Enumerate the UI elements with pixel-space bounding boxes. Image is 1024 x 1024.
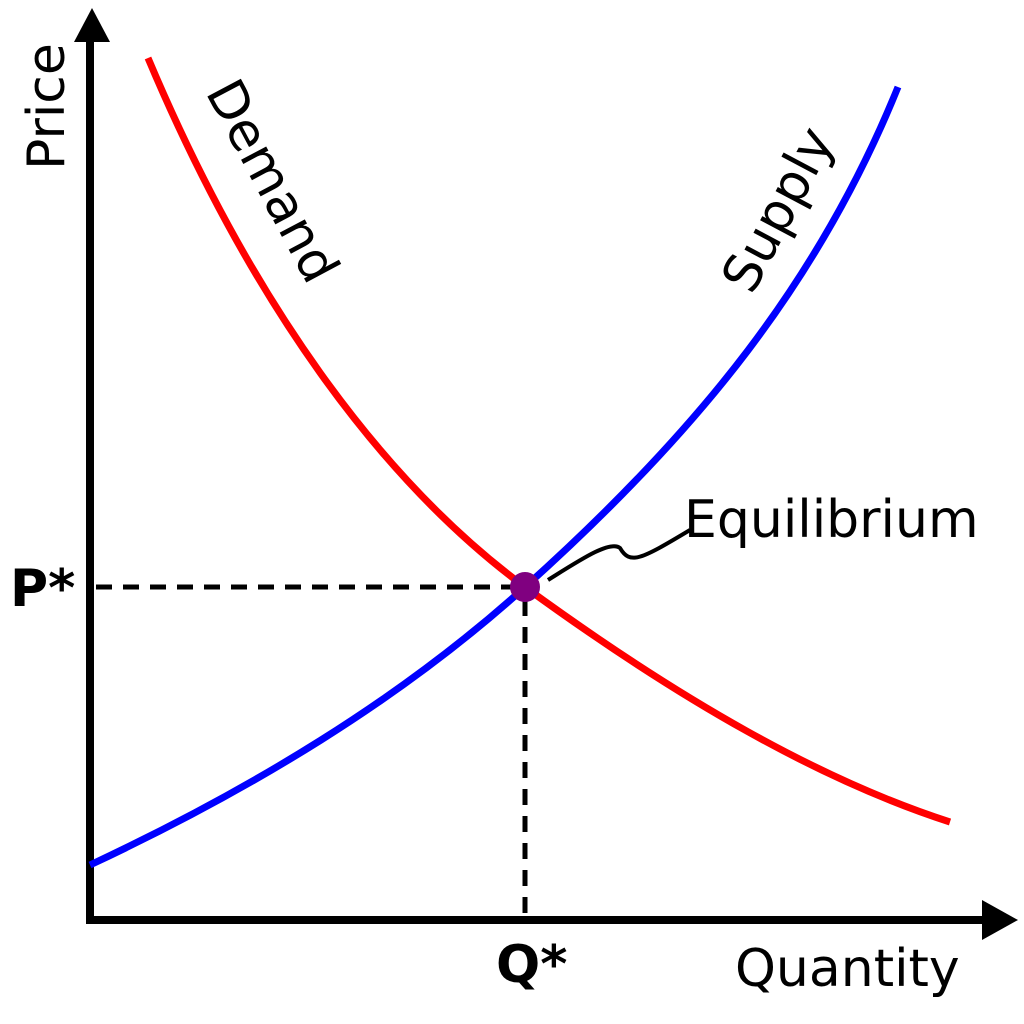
demand-label: Demand	[194, 70, 351, 293]
y-axis-label: Price	[17, 43, 77, 170]
x-axis-label: Quantity	[735, 939, 960, 999]
equilibrium-pointer	[546, 528, 692, 582]
y-axis-arrow	[74, 8, 110, 42]
quantity-label: Q*	[496, 935, 567, 995]
x-axis-arrow	[982, 900, 1018, 940]
price-label: P*	[10, 559, 75, 619]
supply-label: Supply	[711, 117, 847, 302]
equilibrium-point	[510, 572, 540, 602]
equilibrium-label: Equilibrium	[684, 490, 979, 550]
